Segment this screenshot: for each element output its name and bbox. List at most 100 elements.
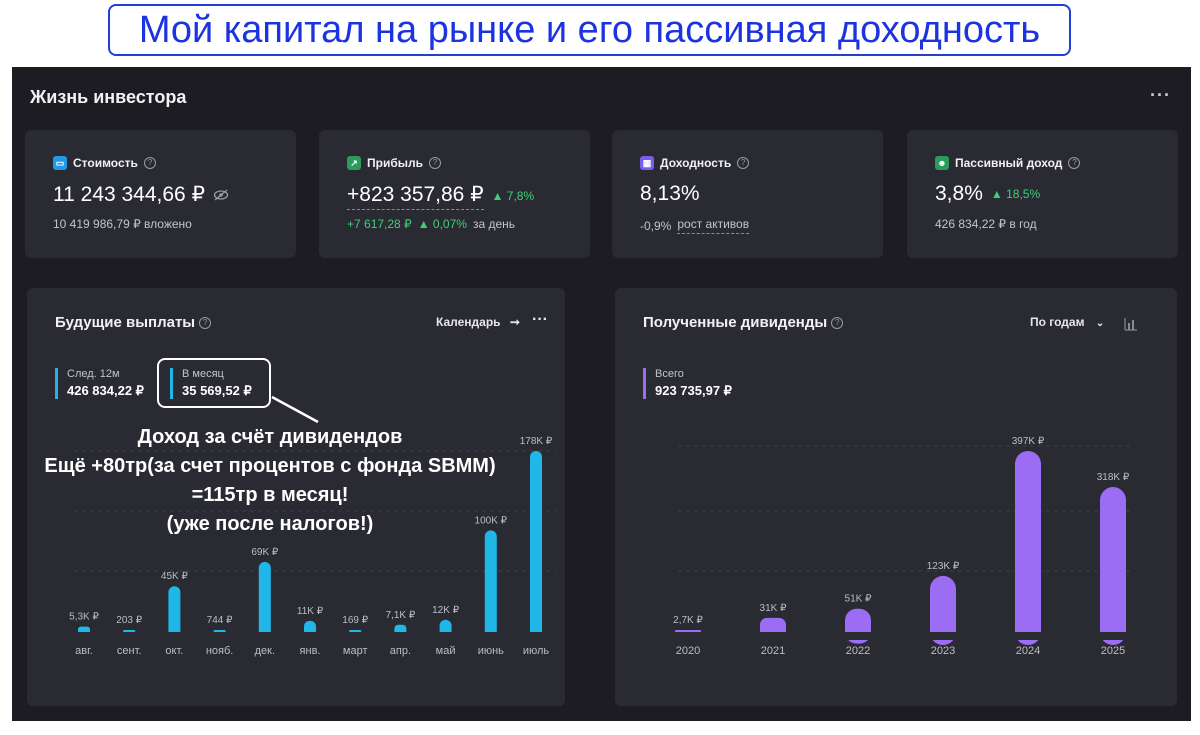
calendar-link[interactable]: Календарь ➞ (436, 315, 520, 329)
x-tick-label: 2021 (761, 645, 785, 657)
bar-value-label: 11K ₽ (297, 606, 324, 617)
bar[interactable] (1100, 487, 1126, 645)
baseline-mask (615, 632, 1177, 640)
calendar-icon: ▦ (640, 156, 654, 170)
stat-card-value[interactable]: ▭ Стоимость ? 11 243 344,66 ₽ 10 419 986… (25, 130, 296, 258)
period-label: По годам (1030, 315, 1085, 329)
bar-value-label: 203 ₽ (116, 615, 142, 626)
x-tick-label: дек. (255, 645, 275, 657)
eye-off-icon[interactable] (213, 189, 229, 201)
x-tick-label: март (343, 645, 368, 657)
stat-value: 8,13% (640, 182, 700, 205)
stat-sub: -0,9% (640, 218, 672, 233)
asset-growth-link[interactable]: рост активов (677, 217, 750, 234)
stat-card-yield[interactable]: ▦ Доходность ? 8,13% -0,9% рост активов (612, 130, 883, 258)
legend-value: 426 834,22 ₽ (67, 383, 144, 398)
callout-highlight (157, 358, 271, 408)
help-icon[interactable]: ? (1068, 157, 1081, 169)
legend-label: В месяц (182, 368, 224, 380)
annotation-line: (уже после налогов!) (166, 513, 374, 535)
stat-delta: 18,5% (1006, 187, 1041, 201)
bar-value-label: 397K ₽ (1012, 436, 1045, 447)
bar-value-label: 7,1K ₽ (386, 610, 416, 621)
stat-sub-tail: за день (472, 217, 516, 231)
legend-total: Всего 923 735,97 ₽ (643, 368, 732, 399)
help-icon[interactable]: ? (429, 157, 441, 169)
help-icon[interactable]: ? (143, 157, 156, 169)
panel-title: Будущие выплаты (55, 314, 196, 331)
legend-value: 923 735,97 ₽ (655, 383, 732, 398)
bar[interactable] (168, 586, 181, 638)
stat-card-profit[interactable]: ↗ Прибыль ? +823 357,86 ₽ ▲ 7,8% +7 617,… (319, 130, 590, 258)
help-icon[interactable]: ? (199, 316, 212, 329)
stat-sub-value: +7 617,28 ₽ (347, 217, 412, 231)
x-tick-label: янв. (300, 645, 321, 657)
legend-label: След. 12м (67, 368, 120, 380)
help-icon[interactable]: ? (831, 316, 844, 329)
bar[interactable] (1015, 451, 1041, 645)
bar-value-label: 12K ₽ (432, 605, 460, 616)
bar-value-label: 318K ₽ (1097, 472, 1130, 483)
chevron-down-icon: ⌄ (1095, 318, 1105, 329)
page-title: Жизнь инвестора (30, 87, 187, 107)
bar-value-label: 51K ₽ (845, 594, 873, 605)
x-tick-label: нояб. (206, 645, 234, 657)
bar-chart-toggle-icon[interactable] (1124, 317, 1138, 331)
more-options-icon[interactable]: ··· (1150, 85, 1171, 105)
received-dividends-panel: Полученные дивиденды ? По годам ⌄ Всего … (615, 288, 1177, 706)
investor-dashboard: Жизнь инвестора ··· ▭ Стоимость ? 11 243… (12, 67, 1191, 721)
wallet-icon: ▭ (53, 156, 67, 170)
annotation-line: =115тр в месяц! (191, 484, 349, 506)
bar-value-label: 31K ₽ (760, 603, 788, 614)
arrow-up-icon: ▲ (417, 217, 430, 231)
annotation-text: Доход за счёт дивидендов Ещё +80тр(за сч… (0, 423, 540, 539)
stat-value: 3,8% (935, 182, 983, 205)
bar-value-label: 744 ₽ (207, 615, 233, 626)
arrow-up-icon: ▲ (491, 189, 504, 203)
callout-pointer (271, 395, 319, 424)
stat-sub: 10 419 986,79 ₽ вложено (53, 217, 192, 231)
stat-value: +823 357,86 ₽ (347, 182, 484, 210)
bar[interactable] (530, 451, 542, 638)
x-tick-label: авг. (75, 645, 93, 657)
x-tick-label: сент. (117, 645, 142, 657)
page-banner: Мой капитал на рынке и его пассивная дох… (108, 4, 1071, 56)
legend-label: Всего (655, 368, 684, 380)
x-tick-label: 2025 (1101, 645, 1125, 657)
x-tick-label: 2023 (931, 645, 955, 657)
annotation-line: Доход за счёт дивидендов (137, 426, 403, 448)
bar[interactable] (484, 530, 497, 638)
stat-delta: 7,8% (506, 189, 535, 203)
bar-value-label: 45K ₽ (161, 571, 189, 582)
stat-sub-delta: 0,07% (432, 217, 467, 231)
baseline-mask (27, 632, 565, 640)
legend-value: 35 569,52 ₽ (182, 383, 252, 398)
x-tick-label: 2020 (676, 645, 700, 657)
bar[interactable] (258, 561, 271, 638)
bar-value-label: 69K ₽ (251, 547, 279, 558)
chart-line-icon: ↗ (347, 156, 361, 170)
stat-label: Стоимость (73, 156, 138, 170)
bar-value-label: 178K ₽ (520, 436, 553, 447)
bar-value-label: 100K ₽ (475, 515, 508, 526)
help-icon[interactable]: ? (737, 157, 750, 169)
legend-next-12m: След. 12м 426 834,22 ₽ (55, 368, 144, 399)
x-tick-label: 2022 (846, 645, 870, 657)
stat-sub: 426 834,22 ₽ в год (935, 217, 1037, 231)
arrow-up-icon: ▲ (990, 187, 1003, 201)
period-select[interactable]: По годам ⌄ (1030, 315, 1104, 329)
bar[interactable] (930, 575, 956, 645)
stat-label: Пассивный доход (955, 156, 1063, 170)
stat-card-passive-income[interactable]: ☻ Пассивный доход ? 3,8% ▲ 18,5% 426 834… (907, 130, 1178, 258)
stat-label: Прибыль (367, 156, 423, 170)
x-tick-label: 2024 (1016, 645, 1040, 657)
bar-value-label: 123K ₽ (927, 561, 960, 572)
bar-value-label: 2,7K ₽ (673, 615, 703, 626)
robot-icon: ☻ (935, 156, 949, 170)
future-payouts-chart: 5,3K ₽ авг. 203 ₽ сент. 45K ₽ окт. 744 ₽ нояб. 6… (27, 436, 565, 657)
more-options-icon[interactable]: ··· (532, 311, 548, 328)
received-dividends-chart: 2,7K ₽ 2020 31K ₽ 2021 51K ₽ 2022 123K ₽ 2023 39… (615, 436, 1177, 657)
x-tick-label: апр. (390, 645, 411, 657)
annotation-line: Ещё +80тр(за счет процентов с фонда SBMM… (44, 455, 496, 477)
stat-label: Доходность (660, 156, 732, 170)
